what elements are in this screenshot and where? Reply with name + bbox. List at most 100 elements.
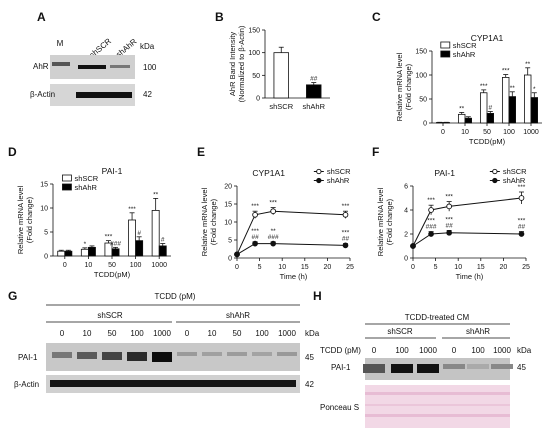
chart-d-legend-label-1: shAhR — [74, 183, 97, 192]
chart-f-ytick-label-2: 4 — [404, 208, 408, 215]
panel-letter-g: G — [8, 289, 17, 303]
blot-a-row-label-actin: β-Actin — [30, 90, 55, 99]
chart-f-xtick-label-5: 25 — [522, 264, 530, 271]
chart-f: 0 2 4 6 Relative mRNA level (Fold change) 0 5 10… — [376, 167, 530, 281]
chart-f-ytick-label-1: 2 — [404, 232, 408, 239]
chart-c-xtick-label-3: 100 — [503, 129, 515, 136]
chart-f-point-shAhR-0 — [410, 243, 416, 249]
chart-f-legend-label-0: shSCR — [503, 167, 527, 176]
chart-b-annotation-s-1: ## — [310, 76, 318, 83]
chart-c-bar-shAhR-1 — [464, 117, 472, 124]
chart-f-xlabel: Time (h) — [456, 272, 484, 281]
chart-c-xtick-label-1: 10 — [461, 129, 469, 136]
blot-a-ahr-band-shahr — [110, 65, 130, 68]
chart-f-annotation-shAhR-2-0: *** — [445, 216, 453, 223]
blot-h-dose-0: 0 — [372, 346, 377, 355]
chart-e-ytick-label-3: 15 — [224, 202, 232, 209]
chart-e-legend-marker-0 — [316, 168, 322, 175]
blot-h-dose-1: 100 — [395, 346, 409, 355]
chart-e-line-shSCR — [236, 210, 346, 255]
chart-e-point-shSCR-3 — [342, 211, 349, 218]
chart-d-ytick-label-2: 10 — [40, 206, 48, 213]
chart-d-annotation-shAhR-3: # — [137, 230, 141, 237]
chart-f-legend-marker-0 — [492, 168, 498, 175]
chart-f-annotation-shSCR-2-0: *** — [445, 194, 453, 201]
chart-b-bar-series-0 — [273, 52, 289, 99]
panel-letter-e: E — [197, 145, 205, 159]
blot-a-kda-ahr: 100 — [143, 63, 157, 72]
blot-a-marker-band — [52, 62, 70, 66]
chart-e-point-shAhR-1 — [252, 240, 258, 247]
blot-a-row-label-ahr: AhR — [33, 62, 49, 71]
blot-g-kda-pai1: 45 — [305, 353, 314, 362]
chart-b-ytick-label-0: 0 — [256, 96, 260, 103]
chart-d-bar-shAhR-2 — [111, 248, 120, 257]
blot-h-dose-5: 1000 — [493, 346, 511, 355]
chart-c-bar-shAhR-3 — [508, 96, 516, 124]
chart-f-point-shAhR-1 — [428, 231, 434, 237]
chart-c-legend-swatch-1 — [440, 50, 451, 58]
chart-c-bar-shSCR-3 — [501, 77, 510, 124]
chart-e-xtick-label-5: 25 — [346, 264, 354, 271]
chart-d-bar-shSCR-4 — [151, 209, 160, 257]
chart-e-xtick-label-1: 5 — [258, 264, 262, 271]
blot-g-pai1-band-9 — [277, 352, 297, 356]
blot-h-dose-3: 0 — [452, 346, 457, 355]
chart-e-legend-label-1: shAhR — [327, 176, 350, 185]
chart-f-line-shSCR — [412, 197, 522, 247]
chart-e-annotation-shAhR-3-0: *** — [342, 230, 350, 237]
blot-g-pai1-bands — [52, 352, 297, 362]
chart-e-ytick-label-0: 0 — [228, 256, 232, 263]
chart-b-ytick-label-3: 150 — [248, 28, 260, 35]
chart-e-ytick-label-1: 5 — [228, 238, 232, 245]
blot-h-pai1-bands — [363, 364, 513, 373]
chart-b-bar-series-1 — [306, 84, 322, 99]
chart-c-legend-label-0: shSCR — [453, 41, 477, 50]
chart-c-annotation-shSCR-2: *** — [480, 83, 488, 90]
panel-letter-h: H — [313, 289, 322, 303]
chart-d-ylabel-line-1: (Fold change) — [25, 196, 34, 243]
chart-c-bar-shAhR-4 — [530, 97, 538, 124]
chart-d-xtick-label-4: 1000 — [151, 262, 167, 269]
blot-a-kda-actin: 42 — [143, 90, 152, 99]
blot-g-pai1-band-6 — [202, 352, 222, 356]
chart-f-xtick-label-3: 15 — [477, 264, 485, 271]
blot-g-dose-3: 100 — [130, 329, 144, 338]
panel-letter-d: D — [8, 145, 17, 159]
chart-e-annotation-shSCR-3-0: *** — [342, 203, 350, 210]
chart-d-bar-shAhR-1 — [88, 246, 96, 257]
chart-f-point-shSCR-3 — [518, 195, 525, 201]
blot-g-dose-4: 1000 — [153, 329, 171, 338]
chart-c-ytick-label-2: 100 — [415, 73, 427, 80]
chart-d-annotation-shAhR-2: ### — [110, 240, 121, 247]
blot-g-dose-7: 50 — [233, 329, 242, 338]
chart-e-annotation-shAhR-2-1: ### — [268, 234, 279, 241]
blot-g-dose-9: 1000 — [278, 329, 296, 338]
chart-c-bar-shSCR-2 — [479, 92, 488, 124]
chart-c-xtick-label-4: 1000 — [523, 129, 539, 136]
chart-e-annotation-shAhR-2-0: ** — [271, 228, 277, 235]
chart-d-bar-shSCR-3 — [128, 219, 137, 257]
chart-f-point-shAhR-2 — [446, 229, 453, 236]
chart-d-ytick-label-3: 15 — [40, 182, 48, 189]
chart-e-point-shAhR-3 — [342, 242, 349, 249]
chart-d-ytick-label-0: 0 — [44, 254, 48, 261]
chart-f-ylabel-line-0: Relative mRNA level — [376, 187, 385, 256]
blot-g-pai1-band-0 — [52, 352, 72, 358]
chart-f-legend-label-1: shAhR — [503, 176, 526, 185]
chart-f-ylabel-line-1: (Fold change) — [385, 198, 394, 245]
lane-label-m: M — [57, 39, 64, 48]
blot-g-dose-1: 10 — [83, 329, 92, 338]
chart-f-annotation-shSCR-3-0: *** — [518, 184, 526, 191]
chart-b-ylabel-line-0: AhR Band Intensity — [228, 32, 237, 96]
blot-h-dose-label: TCDD (pM) — [320, 346, 361, 355]
blot-g-group-shahr: shAhR — [226, 311, 250, 320]
blot-h-pai1-band-1 — [391, 364, 413, 373]
chart-c-ytick-label-1: 50 — [419, 97, 427, 104]
chart-e-xtick-label-4: 20 — [324, 264, 332, 271]
blot-g-pai1-band-7 — [227, 352, 247, 356]
chart-d: 0 5 10 15 Relative mRNA level (Fold change) PA… — [16, 166, 171, 279]
blot-g-dose-0: 0 — [60, 329, 65, 338]
blot-g-group-shscr: shSCR — [97, 311, 123, 320]
